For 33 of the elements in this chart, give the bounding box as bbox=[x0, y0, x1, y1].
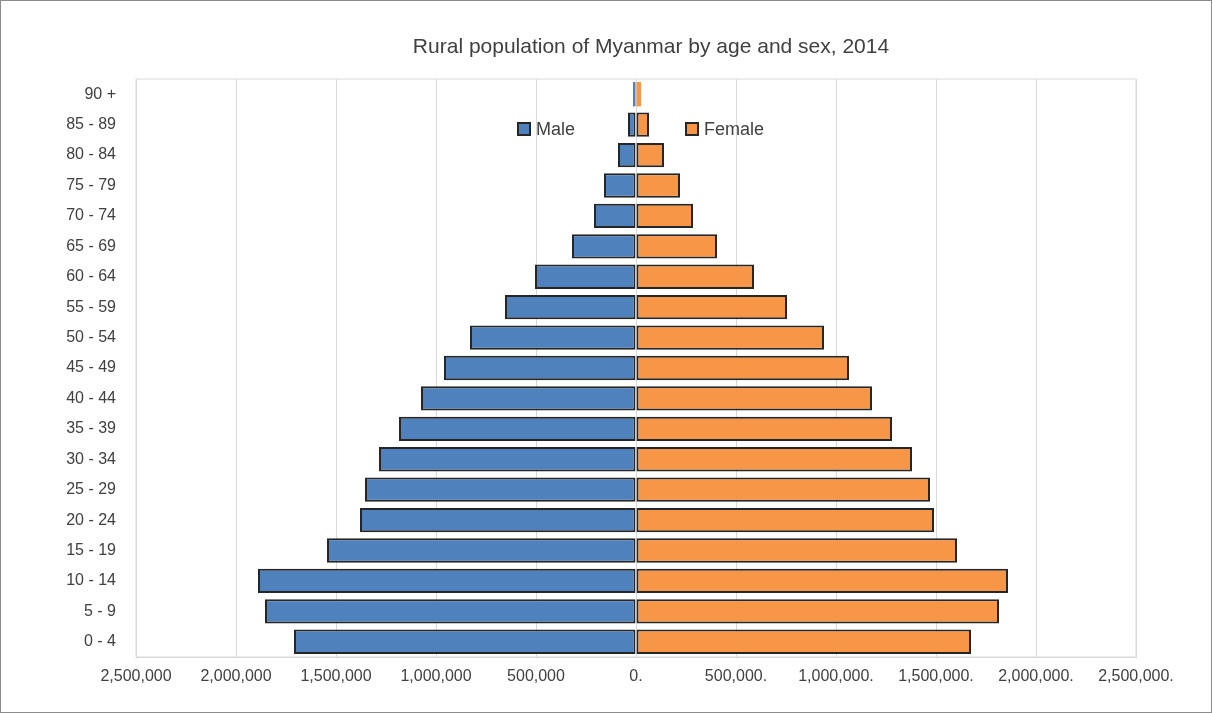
chart-title: Rural population of Myanmar by age and sex, 2014 bbox=[412, 33, 890, 57]
y-tick-label: 50 - 54 bbox=[66, 327, 117, 345]
x-tick-label: 500,000 bbox=[507, 667, 566, 685]
y-tick-label: 10 - 14 bbox=[66, 571, 117, 589]
y-tick-label: 65 - 69 bbox=[66, 236, 117, 254]
x-tick-label: 1,000,000 bbox=[400, 667, 472, 685]
legend-label: Female bbox=[704, 118, 765, 139]
x-tick-label: 500,000. bbox=[704, 667, 768, 685]
y-tick-label: 15 - 19 bbox=[66, 540, 117, 558]
y-tick-label: 40 - 44 bbox=[66, 388, 117, 406]
y-tick-label: 25 - 29 bbox=[66, 480, 117, 498]
y-tick-label: 85 - 89 bbox=[66, 115, 117, 133]
x-tick-label: 2,500,000. bbox=[1098, 667, 1174, 685]
y-tick-label: 0 - 4 bbox=[83, 632, 117, 650]
x-tick-label: 0. bbox=[629, 667, 643, 685]
y-tick-label: 5 - 9 bbox=[83, 601, 117, 619]
y-tick-label: 80 - 84 bbox=[66, 145, 117, 163]
y-tick-label: 55 - 59 bbox=[66, 297, 117, 315]
y-tick-label: 75 - 79 bbox=[66, 175, 117, 193]
x-tick-label: 1,500,000 bbox=[300, 667, 372, 685]
y-tick-label: 60 - 64 bbox=[66, 267, 117, 285]
y-tick-label: 30 - 34 bbox=[66, 449, 117, 467]
y-tick-label: 45 - 49 bbox=[66, 358, 117, 376]
x-tick-label: 2,000,000. bbox=[998, 667, 1074, 685]
y-tick-label: 90 + bbox=[84, 84, 116, 102]
x-tick-label: 1,500,000. bbox=[898, 667, 974, 685]
x-tick-label: 2,000,000 bbox=[200, 667, 272, 685]
y-tick-label: 70 - 74 bbox=[66, 206, 117, 224]
y-tick-label: 20 - 24 bbox=[66, 510, 117, 528]
y-tick-label: 35 - 39 bbox=[66, 419, 117, 437]
x-tick-label: 1,000,000. bbox=[798, 667, 874, 685]
x-tick-label: 2,500,000 bbox=[100, 667, 172, 685]
legend-label: Male bbox=[536, 118, 576, 139]
